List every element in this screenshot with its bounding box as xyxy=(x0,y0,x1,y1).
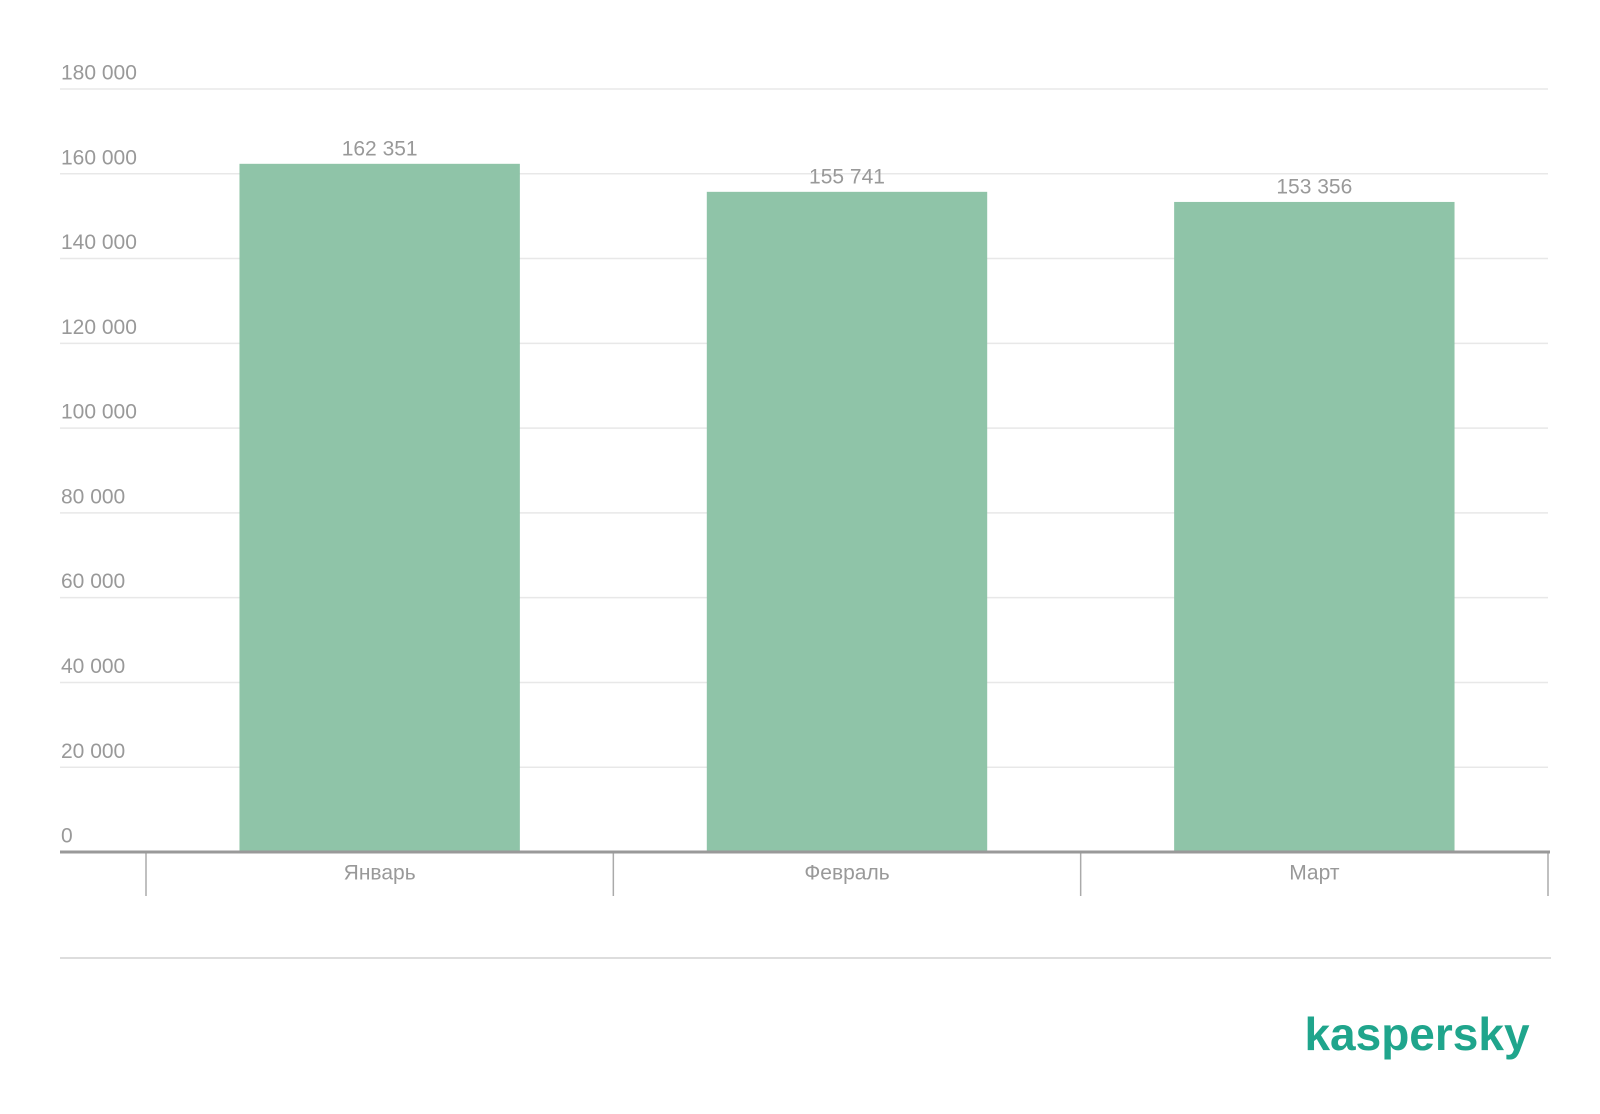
logo: kaspersky xyxy=(1304,1008,1529,1060)
x-tick-label: Февраль xyxy=(804,862,889,885)
y-tick-label: 140 000 xyxy=(61,231,137,254)
y-tick-label: 20 000 xyxy=(61,740,125,763)
y-tick-label: 120 000 xyxy=(61,316,137,339)
x-tick-label: Январь xyxy=(344,862,416,885)
value-label: 162 351 xyxy=(342,137,418,160)
y-tick-label: 180 000 xyxy=(61,62,137,85)
y-tick-label: 60 000 xyxy=(61,570,125,593)
y-tick-label: 100 000 xyxy=(61,401,137,424)
y-tick-label: 0 xyxy=(61,825,73,848)
y-tick-label: 40 000 xyxy=(61,655,125,678)
y-tick-label: 80 000 xyxy=(61,485,125,508)
bar xyxy=(706,191,988,853)
x-tick-label: Март xyxy=(1289,862,1340,885)
bar xyxy=(1174,201,1455,853)
value-label: 153 356 xyxy=(1276,175,1352,198)
value-label: 155 741 xyxy=(809,165,885,188)
y-tick-label: 160 000 xyxy=(61,146,137,169)
bar xyxy=(239,163,520,853)
